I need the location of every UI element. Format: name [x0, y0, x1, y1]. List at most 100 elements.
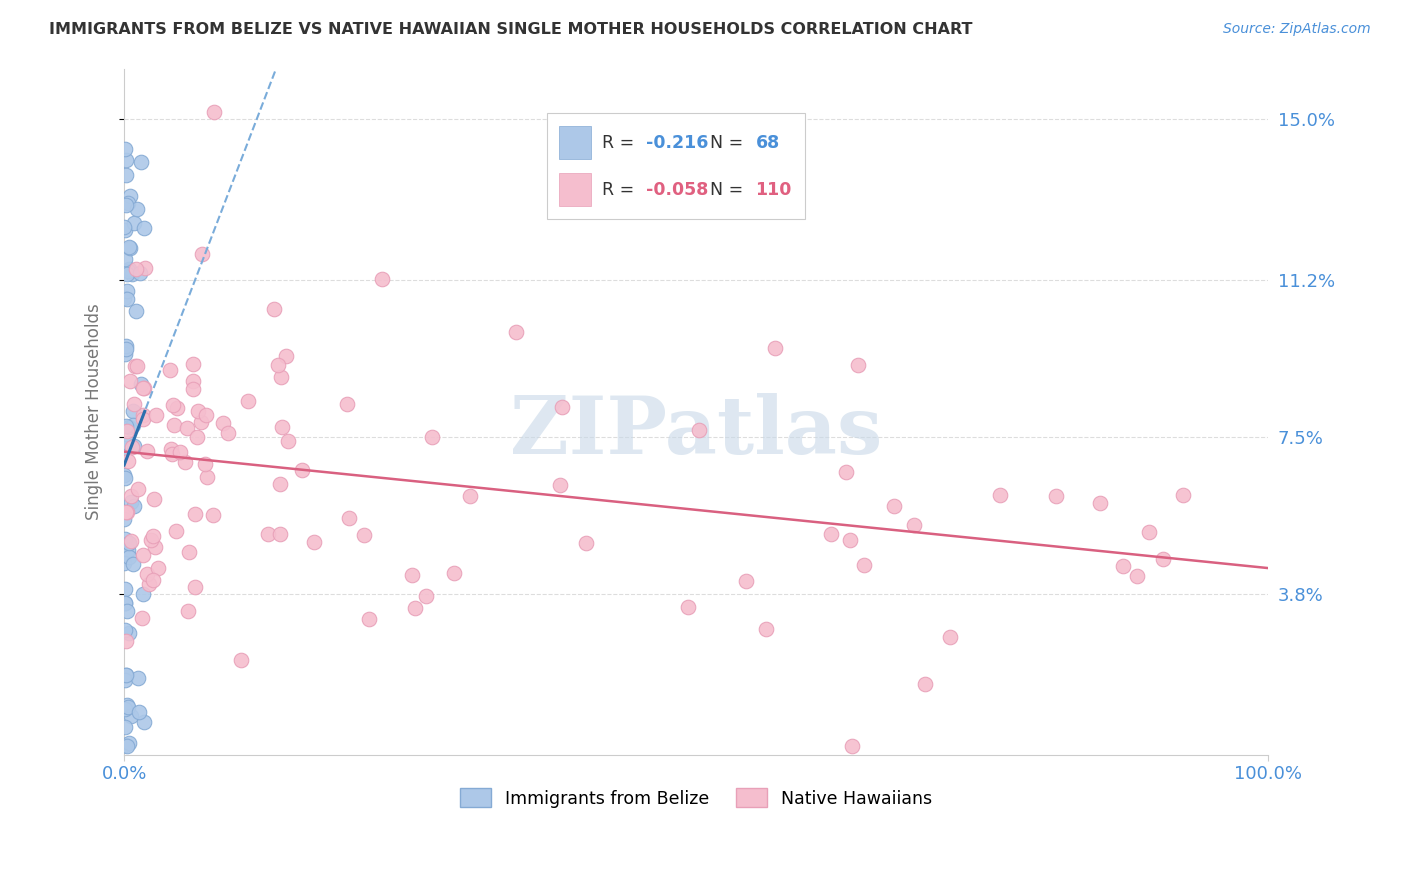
Point — [115, 168, 138, 182]
Point — [162, 398, 184, 412]
Text: Source: ZipAtlas.com: Source: ZipAtlas.com — [1223, 22, 1371, 37]
Point — [336, 397, 359, 411]
Point — [145, 408, 167, 422]
Point — [195, 409, 218, 423]
Point — [1112, 558, 1135, 573]
Point — [853, 558, 876, 573]
Point — [120, 375, 142, 389]
Point — [114, 738, 136, 752]
FancyBboxPatch shape — [547, 113, 804, 219]
Point — [1139, 524, 1161, 539]
Point — [114, 673, 136, 688]
Point — [124, 397, 146, 411]
Text: N =: N = — [699, 181, 749, 199]
Point — [117, 454, 139, 468]
Point — [112, 556, 135, 570]
Y-axis label: Single Mother Households: Single Mother Households — [86, 303, 103, 520]
Point — [166, 401, 188, 416]
Point — [125, 202, 148, 216]
Point — [269, 477, 291, 491]
Point — [271, 419, 294, 434]
Legend: Immigrants from Belize, Native Hawaiians: Immigrants from Belize, Native Hawaiians — [453, 781, 939, 814]
Point — [211, 416, 233, 430]
Point — [1126, 569, 1149, 583]
Point — [124, 304, 146, 318]
Point — [551, 400, 574, 414]
Point — [127, 359, 149, 373]
Point — [1045, 489, 1067, 503]
Point — [357, 611, 380, 625]
Point — [141, 573, 163, 587]
Point — [115, 419, 138, 434]
Point — [160, 442, 183, 456]
Point — [181, 382, 204, 396]
Point — [186, 429, 208, 443]
Text: R =: R = — [602, 181, 640, 199]
Point — [114, 596, 136, 610]
Point — [114, 701, 136, 715]
Point — [115, 342, 138, 356]
Point — [121, 440, 143, 454]
Point — [183, 580, 205, 594]
Point — [115, 547, 138, 561]
Point — [820, 527, 842, 541]
Point — [117, 543, 139, 558]
Point — [443, 566, 465, 580]
Point — [841, 739, 863, 753]
Point — [132, 221, 155, 235]
Point — [114, 471, 136, 485]
Point — [184, 507, 207, 521]
Point — [127, 483, 149, 497]
Point — [118, 189, 141, 203]
Point — [115, 739, 138, 753]
Point — [201, 508, 224, 522]
Point — [903, 518, 925, 533]
Point — [118, 625, 141, 640]
Point — [187, 404, 209, 418]
Point — [115, 339, 138, 353]
Point — [505, 325, 527, 339]
Point — [688, 424, 710, 438]
Point — [143, 540, 166, 554]
Point — [112, 468, 135, 483]
Point — [263, 301, 285, 316]
Point — [122, 499, 145, 513]
Point — [121, 417, 143, 432]
Point — [115, 505, 138, 519]
Point — [115, 667, 138, 681]
Point — [337, 511, 360, 525]
Point — [117, 435, 139, 450]
Point — [125, 262, 148, 277]
Text: -0.216: -0.216 — [645, 134, 709, 152]
Point — [190, 415, 212, 429]
Point — [132, 412, 155, 426]
Point — [422, 430, 444, 444]
Point — [114, 223, 136, 237]
Point — [120, 489, 142, 503]
Point — [174, 455, 197, 469]
Point — [274, 349, 297, 363]
Point — [217, 426, 239, 441]
Point — [112, 220, 135, 235]
Point — [202, 104, 225, 119]
Point — [132, 381, 155, 395]
Point — [117, 699, 139, 714]
Point — [117, 284, 139, 298]
Point — [114, 142, 136, 156]
Point — [177, 604, 200, 618]
Point — [114, 624, 136, 638]
Text: N =: N = — [699, 134, 749, 152]
Text: 68: 68 — [755, 134, 780, 152]
Point — [1171, 488, 1194, 502]
Point — [194, 457, 217, 471]
Point — [353, 528, 375, 542]
Point — [114, 252, 136, 267]
Point — [122, 439, 145, 453]
Point — [142, 529, 165, 543]
Point — [122, 404, 145, 418]
Point — [124, 359, 146, 373]
Point — [117, 535, 139, 549]
Point — [988, 488, 1011, 502]
Point — [117, 264, 139, 278]
Point — [112, 512, 135, 526]
